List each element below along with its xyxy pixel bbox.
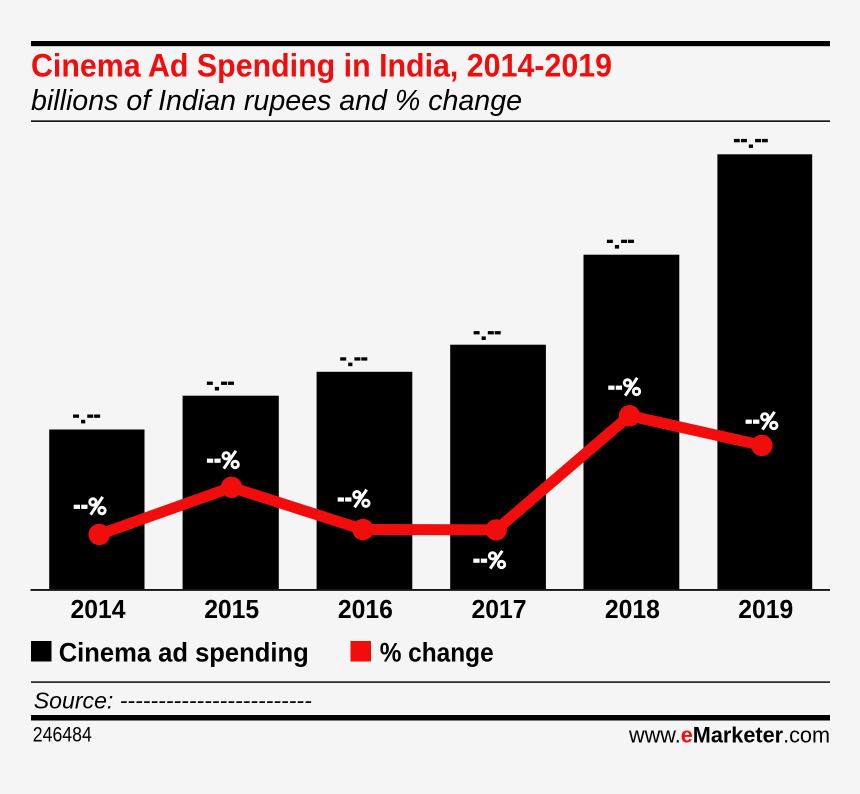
- svg-text:2014: 2014: [71, 594, 127, 624]
- svg-text:% change: % change: [380, 638, 494, 668]
- svg-text:2015: 2015: [204, 594, 259, 624]
- svg-text:Source: ----------------------: Source: -------------------------: [34, 687, 312, 713]
- svg-text:Cinema Ad Spending in India, 2: Cinema Ad Spending in India, 2014-2019: [31, 48, 612, 84]
- svg-text:www.eMarketer.com: www.eMarketer.com: [628, 723, 830, 748]
- svg-text:billions of Indian rupees and: billions of Indian rupees and % change: [31, 85, 522, 117]
- svg-text:246484: 246484: [33, 723, 92, 747]
- svg-text:2016: 2016: [338, 594, 393, 624]
- svg-text:2017: 2017: [472, 594, 527, 624]
- svg-text:2019: 2019: [738, 594, 793, 624]
- svg-text:2018: 2018: [605, 594, 660, 624]
- svg-text:Cinema ad spending: Cinema ad spending: [59, 638, 309, 668]
